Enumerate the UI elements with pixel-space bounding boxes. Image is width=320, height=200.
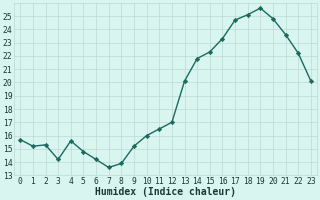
X-axis label: Humidex (Indice chaleur): Humidex (Indice chaleur) [95,187,236,197]
